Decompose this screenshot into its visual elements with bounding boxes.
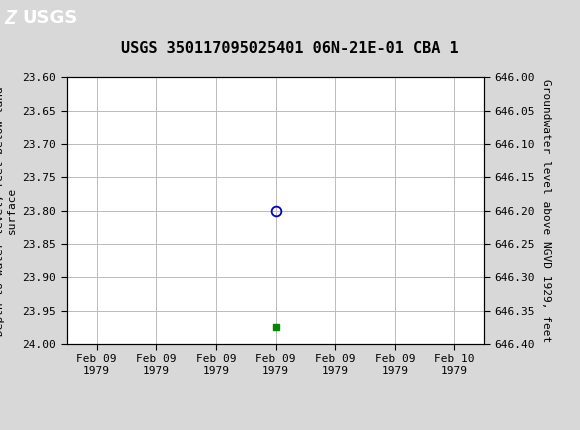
Y-axis label: Groundwater level above NGVD 1929, feet: Groundwater level above NGVD 1929, feet [541,79,551,342]
Text: USGS 350117095025401 06N-21E-01 CBA 1: USGS 350117095025401 06N-21E-01 CBA 1 [121,41,459,56]
Text: Z: Z [5,9,16,28]
Text: USGS: USGS [22,9,77,27]
Legend: Period of approved data: Period of approved data [164,427,387,430]
Y-axis label: Depth to water level, feet below land
surface: Depth to water level, feet below land su… [0,86,17,335]
